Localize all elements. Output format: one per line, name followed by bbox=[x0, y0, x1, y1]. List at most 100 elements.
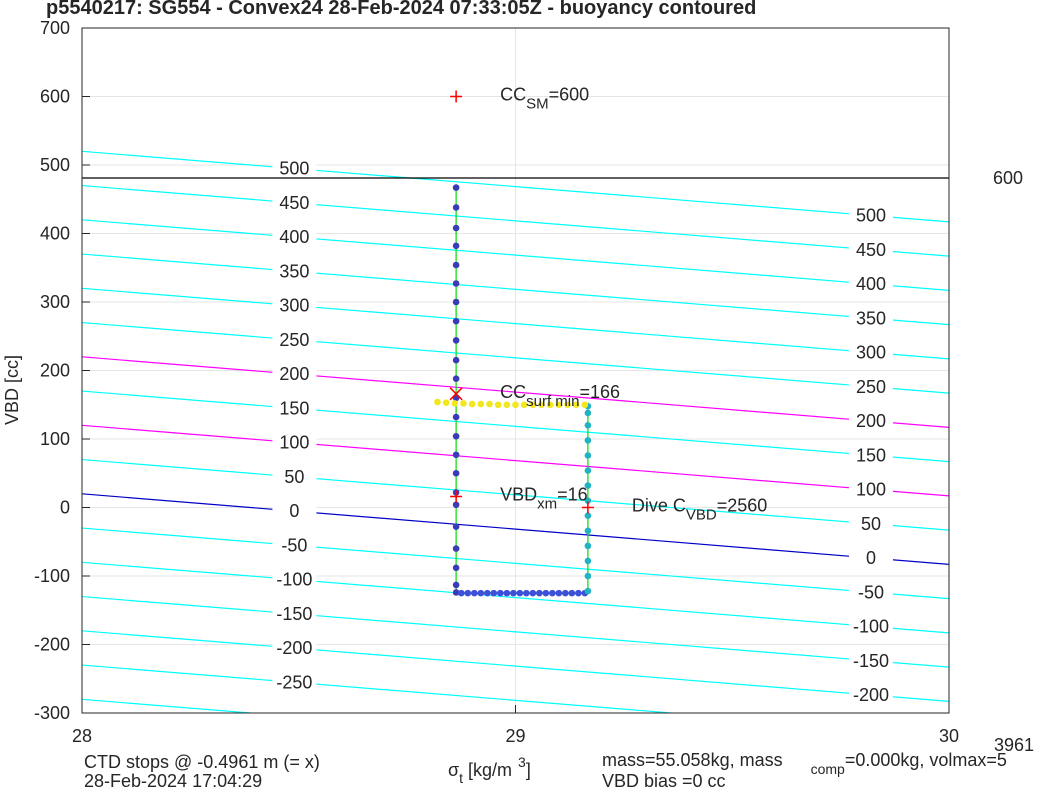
annotation-sub: xm bbox=[537, 496, 557, 513]
contour-label-bg bbox=[272, 466, 317, 487]
contour-label-bg bbox=[848, 650, 893, 671]
x-tick-label: 29 bbox=[505, 726, 525, 746]
contour-label: 500 bbox=[279, 159, 309, 179]
contour-label: -150 bbox=[853, 651, 889, 671]
y-tick-label: 100 bbox=[40, 429, 70, 449]
contour-label: 100 bbox=[856, 480, 886, 500]
annotation-main: VBD bbox=[500, 485, 537, 505]
annotation-main: CC bbox=[500, 382, 526, 402]
marker bbox=[450, 490, 463, 503]
data-point bbox=[452, 204, 460, 211]
data-point bbox=[584, 527, 592, 535]
contour-label: 150 bbox=[279, 398, 309, 418]
data-point bbox=[584, 422, 592, 429]
annotation-sub: VBD bbox=[686, 507, 717, 524]
contour-label-bg bbox=[848, 274, 893, 295]
data-point bbox=[568, 589, 576, 597]
contour-label-bg bbox=[272, 672, 317, 693]
data-point bbox=[564, 401, 571, 409]
data-point bbox=[520, 401, 528, 409]
contour-label-bg bbox=[848, 445, 893, 466]
y-tick-label: -300 bbox=[34, 703, 70, 723]
contour-label-bg bbox=[848, 205, 893, 226]
data-point bbox=[584, 572, 592, 580]
y-tick-label: 200 bbox=[40, 361, 70, 381]
footer-ctd: CTD stops @ -0.4961 m (= x) bbox=[84, 752, 320, 772]
data-point bbox=[575, 589, 582, 597]
data-point bbox=[523, 589, 530, 597]
y-tick-label: 500 bbox=[40, 155, 70, 175]
data-point bbox=[452, 523, 460, 530]
marker bbox=[450, 90, 463, 103]
y-tick-label: 400 bbox=[40, 224, 70, 244]
contour-label-bg bbox=[272, 227, 317, 248]
data-point bbox=[452, 337, 460, 344]
y-tick-label: 0 bbox=[60, 498, 70, 518]
data-point bbox=[486, 400, 493, 408]
data-point bbox=[584, 437, 592, 444]
contour-label-bg bbox=[848, 513, 893, 534]
data-point bbox=[452, 356, 460, 364]
y-tick-label: 300 bbox=[40, 292, 70, 312]
data-point bbox=[460, 400, 467, 407]
contour-label: 350 bbox=[856, 308, 886, 328]
data-point bbox=[503, 589, 511, 597]
mass-rest: =0.000kg, volmax=5 bbox=[845, 750, 1007, 770]
data-point bbox=[451, 400, 459, 407]
contour-line bbox=[82, 184, 949, 257]
contour-line bbox=[82, 150, 949, 223]
contour-label-bg bbox=[272, 569, 317, 590]
contour-line bbox=[82, 493, 949, 565]
contour-label-bg bbox=[272, 261, 317, 282]
annotation: CCSM=600 bbox=[500, 85, 589, 113]
data-point bbox=[452, 375, 460, 383]
contour-label-bg bbox=[272, 432, 317, 453]
data-point bbox=[494, 401, 502, 409]
contour-line bbox=[82, 390, 949, 463]
contour-label: 450 bbox=[856, 240, 886, 260]
data-point bbox=[452, 224, 460, 232]
data-point bbox=[458, 589, 465, 597]
data-point bbox=[452, 501, 460, 509]
contour-label-bg bbox=[848, 616, 893, 637]
data-point bbox=[497, 589, 504, 597]
contour-label: 500 bbox=[856, 206, 886, 226]
annotation-sub: SM bbox=[526, 96, 549, 113]
contour-label-bg bbox=[848, 411, 893, 432]
data-point bbox=[584, 409, 592, 417]
annotation-main: Dive C bbox=[632, 496, 686, 516]
contour-line bbox=[82, 356, 949, 428]
data-point bbox=[512, 401, 519, 409]
data-point bbox=[584, 542, 592, 550]
data-point bbox=[572, 401, 580, 409]
data-point bbox=[452, 469, 460, 477]
contour-line bbox=[82, 527, 949, 600]
contour-line bbox=[82, 287, 949, 360]
contour-label: -100 bbox=[853, 617, 889, 637]
x-label-rest: [kg/m bbox=[463, 760, 512, 780]
contour-label: 400 bbox=[856, 274, 886, 294]
data-point bbox=[442, 399, 450, 406]
contour-label-bg bbox=[848, 342, 893, 363]
data-point bbox=[555, 401, 563, 409]
contour-label-bg bbox=[272, 158, 317, 179]
chart-title: p5540217: SG554 - Convex24 28-Feb-2024 0… bbox=[46, 0, 756, 19]
contour-label-bg bbox=[272, 535, 317, 556]
data-point bbox=[452, 298, 460, 306]
y-tick-label: 600 bbox=[40, 87, 70, 107]
annotation: CCsurf min=166 bbox=[500, 382, 620, 410]
x-label-end: ] bbox=[526, 760, 531, 780]
annotation-sub: surf min bbox=[526, 393, 579, 410]
data-point bbox=[452, 261, 460, 269]
contour-label-bg bbox=[848, 239, 893, 260]
contour-label: 250 bbox=[279, 330, 309, 350]
annotation-rest: =166 bbox=[579, 382, 620, 402]
contour-label-bg bbox=[848, 308, 893, 329]
data-point bbox=[555, 589, 563, 597]
data-point bbox=[516, 589, 524, 597]
data-point bbox=[584, 497, 592, 504]
data-point bbox=[529, 401, 537, 409]
marker bbox=[581, 501, 594, 514]
y-tick-label: -200 bbox=[34, 635, 70, 655]
contour-line bbox=[82, 698, 258, 713]
